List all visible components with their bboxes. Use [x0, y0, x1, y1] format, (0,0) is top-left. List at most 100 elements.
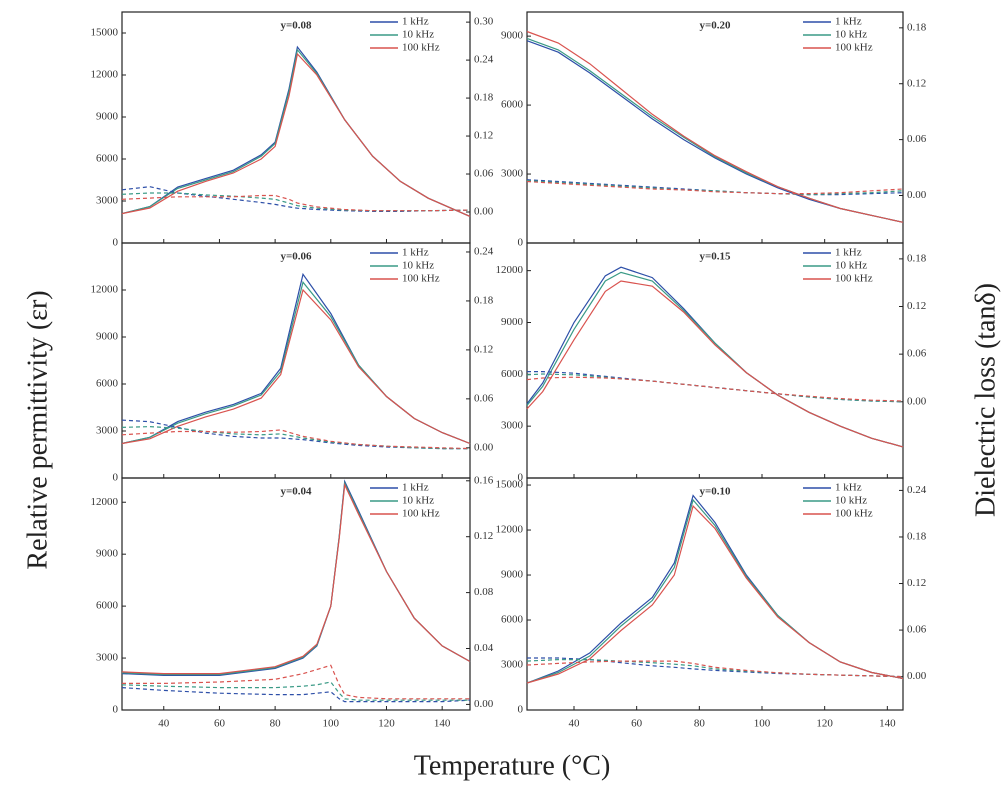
- y2-tick-label: 0.00: [474, 206, 494, 218]
- legend-label: 10 kHz: [402, 260, 434, 272]
- y-tick-label: 3000: [96, 195, 119, 207]
- y-tick-label: 6000: [96, 153, 119, 165]
- y2-tick-label: 0.18: [907, 252, 927, 264]
- legend-label: 1 kHz: [835, 482, 862, 494]
- y-tick-label: 15000: [91, 27, 119, 39]
- y-tick-label: 6000: [501, 99, 524, 111]
- y2-tick-label: 0.30: [474, 16, 494, 28]
- legend-label: 1 kHz: [402, 16, 429, 28]
- y-tick-label: 0: [518, 237, 524, 249]
- y-tick-label: 6000: [96, 600, 119, 612]
- y2-tick-label: 0.06: [907, 624, 927, 636]
- y-tick-label: 3000: [96, 425, 119, 437]
- legend-label: 10 kHz: [835, 495, 867, 507]
- panel-title: y=0.04: [280, 486, 312, 498]
- y-tick-label: 9000: [96, 331, 119, 343]
- y2-tick-label: 0.12: [474, 343, 493, 355]
- y2-tick-label: 0.16: [474, 474, 494, 486]
- x-tick-label: 100: [323, 718, 340, 730]
- x-tick-label: 80: [270, 718, 282, 730]
- x-tick-label: 60: [631, 718, 643, 730]
- legend-label: 1 kHz: [402, 482, 429, 494]
- permittivity-line: [121, 52, 471, 217]
- y-tick-label: 15000: [496, 479, 524, 491]
- y2-axis-title: Dielectric loss (tanδ): [970, 283, 1001, 517]
- plot-frame: [121, 477, 471, 711]
- y-tick-label: 9000: [96, 548, 119, 560]
- x-tick-label: 140: [879, 718, 896, 730]
- y2-tick-label: 0.18: [907, 21, 927, 33]
- loss-line: [121, 429, 471, 450]
- loss-line: [121, 194, 471, 212]
- panel-title: y=0.15: [699, 251, 731, 263]
- legend-label: 100 kHz: [835, 42, 873, 54]
- y-tick-label: 9000: [501, 30, 524, 42]
- x-tick-label: 80: [694, 718, 706, 730]
- y-tick-label: 9000: [96, 111, 119, 123]
- permittivity-line: [526, 30, 904, 223]
- y-tick-label: 0: [113, 472, 119, 484]
- y2-tick-label: 0.18: [474, 294, 494, 306]
- x-tick-label: 140: [434, 718, 451, 730]
- y2-tick-label: 0.12: [907, 77, 926, 89]
- permittivity-line: [121, 288, 471, 445]
- y2-tick-label: 0.06: [907, 133, 927, 145]
- legend-label: 100 kHz: [402, 42, 440, 54]
- x-tick-label: 40: [158, 718, 170, 730]
- legend-label: 100 kHz: [402, 273, 440, 285]
- panel-title: y=0.06: [280, 251, 312, 263]
- y-tick-label: 6000: [501, 368, 524, 380]
- legend-label: 1 kHz: [835, 16, 862, 28]
- y-tick-label: 12000: [91, 69, 119, 81]
- y-tick-label: 0: [113, 237, 119, 249]
- y2-tick-label: 0.00: [907, 189, 927, 201]
- legend-label: 10 kHz: [402, 495, 434, 507]
- x-tick-label: 100: [754, 718, 771, 730]
- y2-tick-label: 0.00: [474, 441, 494, 453]
- panel-title: y=0.10: [699, 486, 731, 498]
- y-tick-label: 12000: [496, 264, 524, 276]
- y-tick-label: 0: [113, 704, 119, 716]
- loss-line: [122, 664, 470, 700]
- y-tick-label: 9000: [501, 316, 524, 328]
- y2-tick-label: 0.06: [474, 168, 494, 180]
- legend-label: 100 kHz: [835, 508, 873, 520]
- y-tick-label: 3000: [501, 168, 524, 180]
- y-axis-title: Relative permittivity (εr): [22, 290, 53, 569]
- y-tick-label: 12000: [91, 284, 119, 296]
- y2-tick-label: 0.12: [907, 577, 926, 589]
- x-axis-title: Temperature (°C): [414, 750, 611, 781]
- y2-tick-label: 0.24: [474, 246, 494, 258]
- permittivity-line: [526, 504, 904, 684]
- y2-tick-label: 0.00: [474, 698, 494, 710]
- legend-label: 10 kHz: [835, 260, 867, 272]
- legend-label: 1 kHz: [402, 247, 429, 259]
- legend-label: 100 kHz: [835, 273, 873, 285]
- y2-tick-label: 0.12: [907, 300, 926, 312]
- y-tick-label: 0: [518, 472, 524, 484]
- x-tick-label: 120: [816, 718, 833, 730]
- loss-line: [526, 376, 904, 402]
- y2-tick-label: 0.04: [474, 642, 494, 654]
- y-tick-label: 3000: [501, 659, 524, 671]
- y-tick-label: 6000: [501, 614, 524, 626]
- y2-tick-label: 0.06: [474, 392, 494, 404]
- loss-line: [121, 425, 470, 450]
- loss-line: [121, 687, 471, 703]
- permittivity-line: [526, 280, 904, 448]
- y-tick-label: 12000: [91, 496, 119, 508]
- x-tick-label: 40: [569, 718, 581, 730]
- y2-tick-label: 0.18: [474, 92, 494, 104]
- y2-tick-label: 0.24: [907, 484, 927, 496]
- y2-tick-label: 0.06: [907, 348, 927, 360]
- y2-tick-label: 0.18: [907, 531, 927, 543]
- plot-frame: [526, 477, 904, 711]
- y2-tick-label: 0.24: [474, 54, 494, 66]
- loss-line: [526, 373, 904, 403]
- y2-tick-label: 0.08: [474, 586, 494, 598]
- y-tick-label: 6000: [96, 378, 119, 390]
- y-tick-label: 3000: [96, 652, 119, 664]
- y2-tick-label: 0.00: [907, 395, 927, 407]
